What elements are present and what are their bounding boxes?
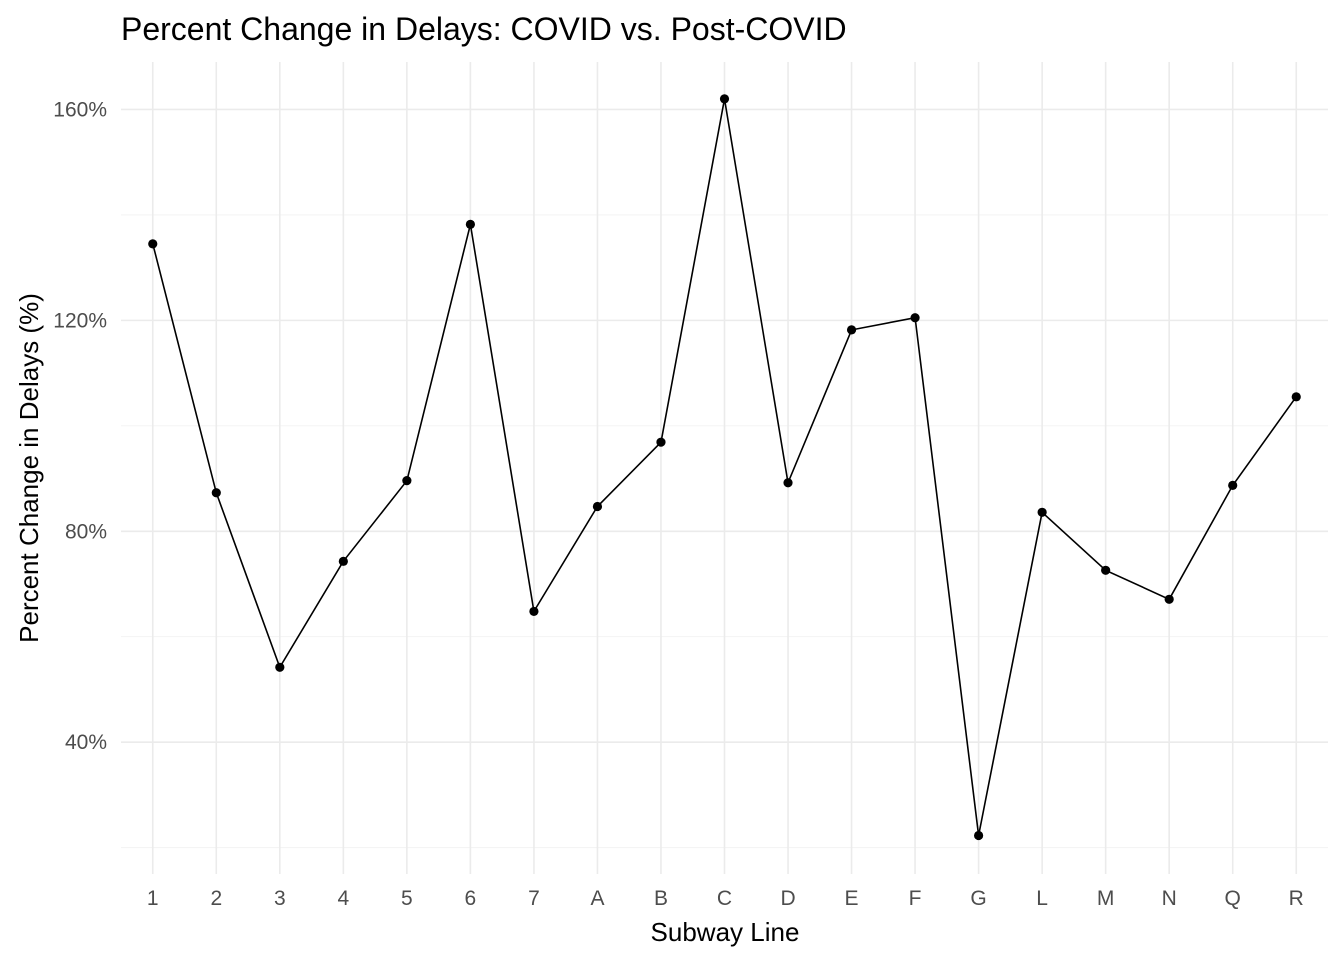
y-tick-label: 120%: [53, 309, 107, 332]
y-tick-label: 160%: [53, 98, 107, 121]
x-tick-label: 6: [465, 887, 477, 910]
data-point: [338, 556, 348, 566]
data-point: [211, 488, 221, 498]
data-point: [1291, 392, 1301, 402]
x-tick-label: G: [970, 887, 986, 910]
x-tick-label: R: [1289, 887, 1304, 910]
x-tick-label: M: [1097, 887, 1115, 910]
x-tick-label: D: [780, 887, 795, 910]
chart-title: Percent Change in Delays: COVID vs. Post…: [121, 11, 847, 47]
x-tick-label: 5: [401, 887, 413, 910]
data-point: [465, 219, 475, 229]
data-point: [719, 94, 730, 104]
data-point: [275, 662, 285, 672]
data-point: [910, 313, 920, 323]
data-point: [529, 606, 539, 617]
x-axis-title: Subway Line: [651, 917, 800, 947]
x-tick-label: 3: [274, 887, 286, 910]
data-points: [148, 94, 1301, 841]
data-point: [1228, 480, 1238, 490]
data-point: [656, 437, 666, 447]
y-tick-labels: 40% 80% 120% 160%: [53, 98, 107, 754]
data-point: [783, 478, 793, 488]
y-axis-title: Percent Change in Delays (%): [14, 293, 44, 643]
x-tick-label: C: [717, 887, 732, 910]
data-point: [592, 501, 603, 512]
y-tick-label: 40%: [65, 731, 107, 754]
x-tick-label: Q: [1225, 887, 1241, 910]
x-tick-label: 1: [147, 887, 159, 910]
data-point: [402, 476, 412, 486]
data-point: [974, 830, 984, 841]
x-tick-label: 2: [210, 887, 222, 910]
data-point: [1101, 565, 1111, 575]
data-point: [1164, 594, 1174, 604]
x-tick-label: 4: [337, 887, 349, 910]
y-tick-label: 80%: [65, 520, 107, 543]
x-tick-label: N: [1162, 887, 1177, 910]
x-tick-label: B: [654, 887, 668, 910]
x-tick-label: 7: [528, 887, 540, 910]
x-tick-label: L: [1036, 887, 1048, 910]
x-tick-label: E: [845, 887, 859, 910]
data-point: [846, 325, 857, 335]
data-point: [148, 239, 158, 249]
x-tick-label: F: [909, 887, 922, 910]
x-tick-label: A: [590, 887, 604, 910]
x-tick-labels: 1 2 3 4 5 6 7 A B C D E F G L M N Q R: [147, 887, 1304, 910]
data-point: [1037, 507, 1047, 517]
grid: [121, 62, 1328, 874]
